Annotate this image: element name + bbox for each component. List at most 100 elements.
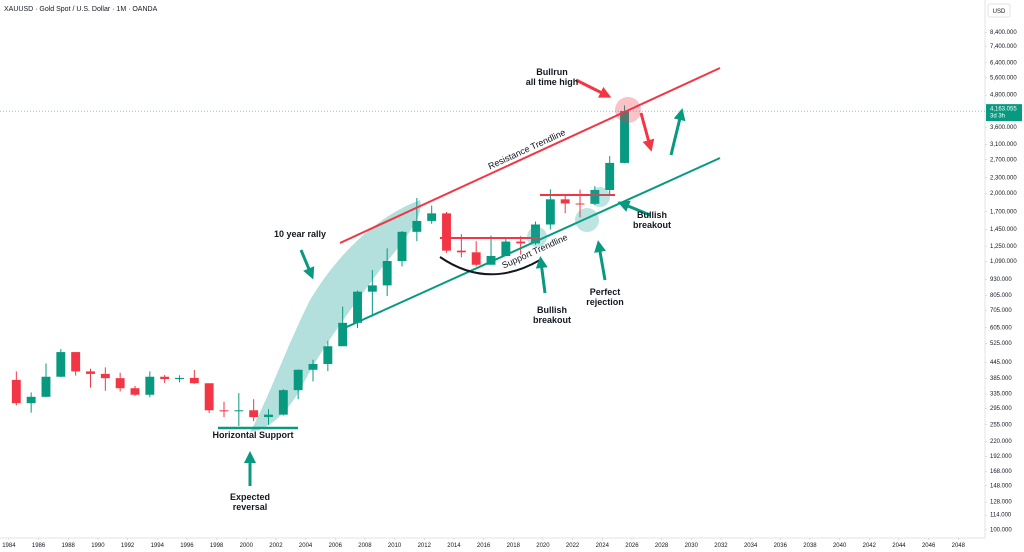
y-tick-label: 7,400.000 — [990, 44, 1017, 50]
candle-body — [145, 376, 155, 395]
candle-body — [367, 285, 377, 292]
y-tick-label: 114.000 — [990, 513, 1012, 519]
candle-body — [26, 396, 36, 404]
candle-body — [442, 213, 451, 251]
x-tick-label: 2014 — [447, 543, 461, 549]
candle-body — [278, 390, 288, 415]
y-axis-label: USD — [993, 9, 1006, 15]
last-price-label: 4,163.055 — [990, 107, 1017, 113]
y-tick-label: 295.000 — [990, 406, 1012, 412]
candle-body — [323, 346, 333, 364]
candle-body — [56, 352, 66, 377]
candle-body — [234, 410, 244, 412]
annotation: Horizontal Support — [213, 430, 294, 440]
chart-title: XAUUSD · Gold Spot / U.S. Dollar · 1M · … — [4, 6, 158, 13]
candle-body — [516, 241, 526, 244]
highlight-circle — [615, 97, 641, 123]
annotation: breakout — [533, 315, 571, 325]
candle-body — [427, 213, 437, 221]
y-tick-label: 4,800.000 — [990, 93, 1017, 99]
y-tick-label: 1,090.000 — [990, 259, 1017, 265]
y-tick-label: 445.000 — [990, 360, 1012, 366]
annotation: 10 year rally — [274, 229, 326, 239]
candle-body — [249, 410, 259, 418]
arrow — [669, 108, 686, 156]
y-tick-label: 220.000 — [990, 439, 1012, 445]
annotation: Perfect — [590, 287, 621, 297]
candle-body — [175, 377, 184, 380]
y-tick-label: 2,700.000 — [990, 157, 1017, 163]
candle-body — [560, 199, 570, 204]
x-tick-label: 1984 — [2, 543, 16, 549]
candle-body — [204, 383, 214, 411]
x-tick-label: 1994 — [151, 543, 165, 549]
resistance-trendline — [339, 67, 721, 244]
annotation: rejection — [586, 297, 624, 307]
x-tick-label: 2004 — [299, 543, 313, 549]
x-tick-label: 2012 — [418, 543, 432, 549]
x-tick-label: 1998 — [210, 543, 224, 549]
y-tick-label: 605.000 — [990, 325, 1012, 331]
x-tick-label: 2026 — [625, 543, 639, 549]
y-tick-label: 148.000 — [990, 483, 1012, 489]
x-tick-label: 2030 — [685, 543, 699, 549]
annotation: Bullish — [537, 305, 567, 315]
candle-body — [41, 376, 51, 397]
candle-body — [590, 189, 600, 204]
candle-body — [130, 388, 140, 395]
x-tick-label: 2040 — [833, 543, 847, 549]
highlight-circle — [527, 227, 547, 247]
y-tick-label: 705.000 — [990, 308, 1012, 314]
candle-body — [501, 241, 511, 256]
x-tick-label: 2034 — [744, 543, 758, 549]
candle-body — [575, 203, 585, 205]
rally-shade — [250, 200, 421, 432]
candle-body — [189, 377, 199, 384]
y-tick-label: 6,400.000 — [990, 60, 1017, 66]
y-tick-label: 3,600.000 — [990, 125, 1017, 131]
candle-body — [100, 373, 110, 379]
support-trendline — [339, 157, 721, 331]
arrow — [594, 240, 607, 281]
x-tick-label: 2010 — [388, 543, 402, 549]
y-tick-label: 1,250.000 — [990, 244, 1017, 250]
x-tick-label: 2000 — [240, 543, 254, 549]
candle-body — [11, 379, 21, 404]
annotation: Expected — [230, 492, 270, 502]
x-tick-label: 2038 — [803, 543, 817, 549]
currency-button[interactable] — [987, 3, 1011, 18]
annotation: breakout — [633, 220, 671, 230]
x-tick-label: 2024 — [596, 543, 610, 549]
axes: 8,400.000 7,400.000 6,400.000 5,600.000 4,80… — [0, 30, 1022, 549]
candle-body — [620, 111, 629, 163]
candle-body — [456, 250, 466, 253]
y-tick-label: 335.000 — [990, 392, 1012, 398]
x-tick-label: 1992 — [121, 543, 135, 549]
candle-body — [338, 322, 348, 347]
y-tick-label: 805.000 — [990, 293, 1012, 299]
candle-body — [382, 260, 392, 286]
candle-body — [115, 378, 125, 389]
candle-body — [605, 162, 615, 190]
y-tick-label: 3,100.000 — [990, 142, 1017, 148]
x-tick-label: 2048 — [952, 543, 966, 549]
annotation: reversal — [233, 502, 268, 512]
candle-body — [308, 363, 318, 370]
annotation: Bullish — [637, 210, 667, 220]
x-tick-label: 2028 — [655, 543, 669, 549]
countdown: 3d 3h — [990, 114, 1005, 120]
y-tick-label: 1,450.000 — [990, 227, 1017, 233]
rally-shade — [250, 200, 421, 432]
drawings — [218, 67, 721, 486]
y-tick-label: 2,000.000 — [990, 191, 1017, 197]
y-tick-label: 128.000 — [990, 500, 1012, 506]
annotation: Bullrun — [536, 67, 568, 77]
candle-body — [531, 224, 540, 244]
candle-body — [71, 352, 81, 372]
x-tick-label: 1988 — [62, 543, 76, 549]
y-tick-label: 930.000 — [990, 277, 1012, 283]
x-tick-label: 2018 — [507, 543, 521, 549]
y-tick-label: 168.000 — [990, 469, 1012, 475]
